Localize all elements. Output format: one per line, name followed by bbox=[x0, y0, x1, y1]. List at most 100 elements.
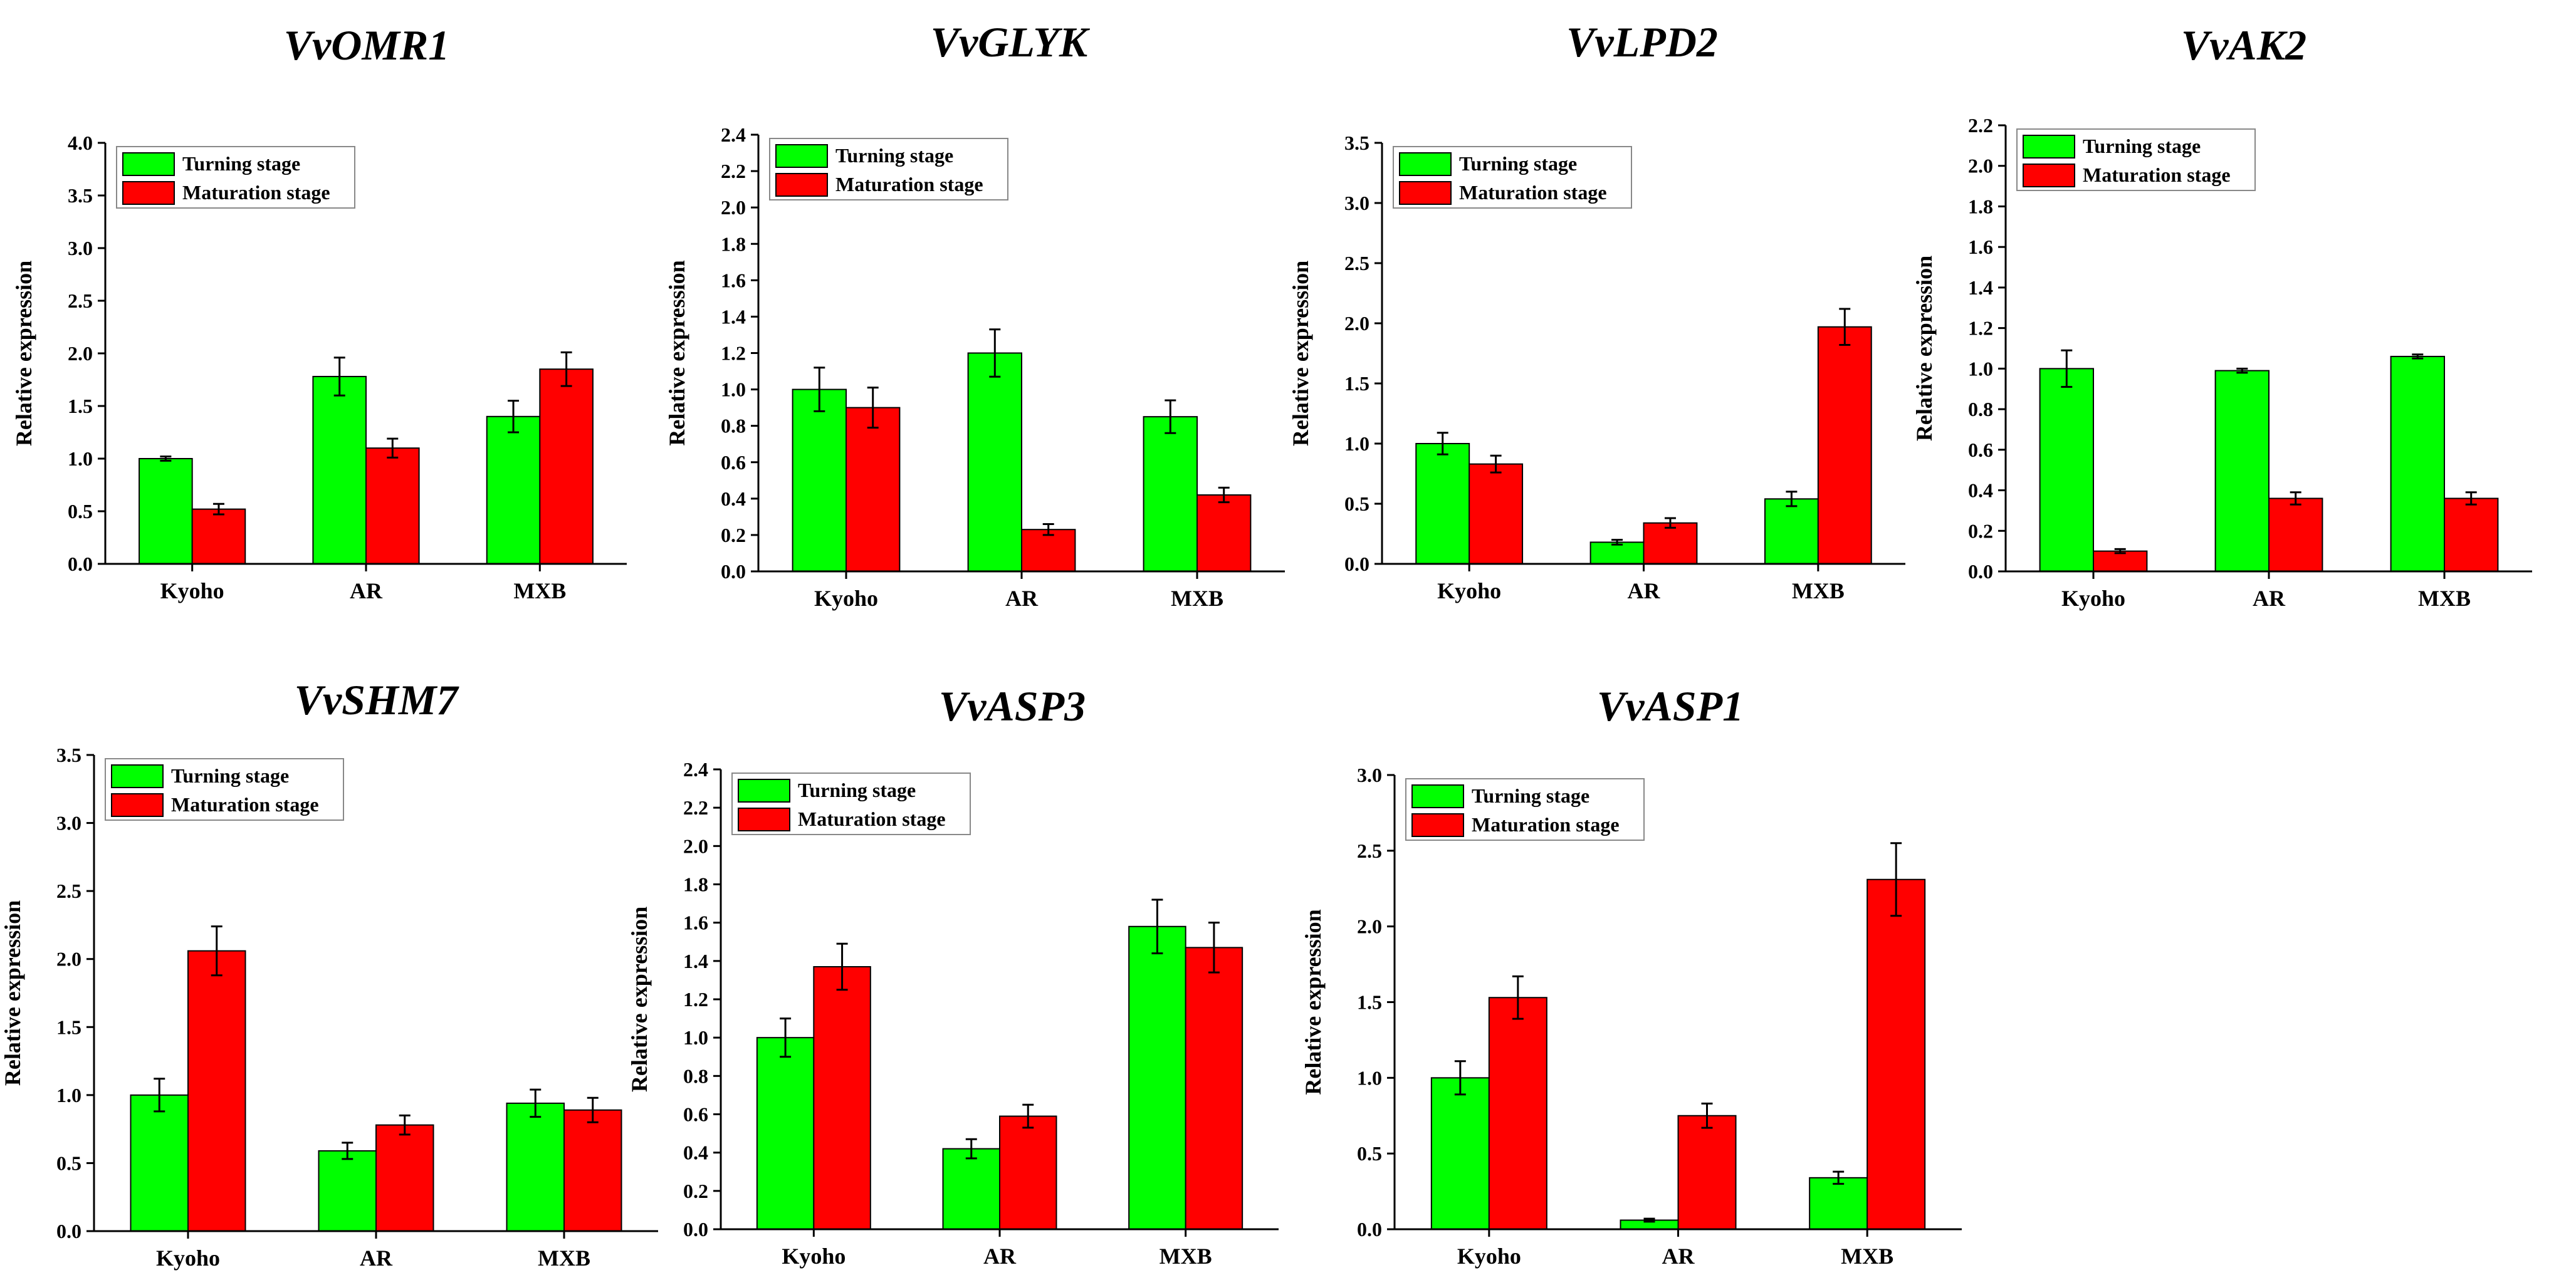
bar-maturation-MXB bbox=[1196, 494, 1252, 573]
y-tick-label: 1.5 bbox=[56, 1016, 81, 1038]
errorbar-maturation-Kyoho bbox=[212, 502, 224, 516]
y-tick-label: 0.0 bbox=[56, 1220, 81, 1242]
x-tick-label-Kyoho: Kyoho bbox=[160, 578, 224, 603]
legend-swatch-maturation bbox=[1411, 813, 1464, 837]
legend-label-turning: Turning stage bbox=[798, 779, 916, 801]
bar-turning-Kyoho bbox=[139, 458, 193, 564]
bar-maturation-Kyoho bbox=[813, 966, 871, 1230]
bar-turning-Kyoho bbox=[130, 1094, 189, 1232]
bar-turning-AR bbox=[2214, 370, 2270, 572]
y-tick-label: 2.5 bbox=[68, 289, 93, 312]
y-tick-label: 0.2 bbox=[1968, 519, 1993, 542]
legend-label-maturation: Maturation stage bbox=[1459, 181, 1607, 204]
y-tick-label: 0.0 bbox=[1344, 553, 1369, 575]
y-tick-label: 1.2 bbox=[1968, 317, 1993, 340]
y-tick-label: 0.4 bbox=[1968, 479, 1993, 502]
x-tick-label-Kyoho: Kyoho bbox=[1457, 1244, 1521, 1269]
y-tick-label: 2.5 bbox=[56, 880, 81, 902]
y-tick-label: 4.0 bbox=[68, 132, 93, 154]
x-tick-label-AR: AR bbox=[983, 1244, 1017, 1269]
errorbar-maturation-AR bbox=[1701, 1102, 1713, 1129]
chart-panel-VvASP3: VvASP3 Kyoho AR MXB 0.0 0.2 0.4 0.6 0.8 1.0 1.2 1.4… bbox=[627, 682, 1279, 1269]
errorbar-maturation-MXB bbox=[1218, 486, 1230, 504]
y-tick-label: 0.5 bbox=[68, 500, 93, 523]
errorbar-turning-MXB bbox=[2412, 353, 2424, 360]
legend-swatch-maturation bbox=[111, 793, 164, 817]
legend-swatch-turning bbox=[2023, 135, 2075, 159]
errorbar-turning-AR bbox=[333, 356, 345, 397]
y-tick-label: 3.5 bbox=[56, 744, 81, 766]
x-tick-label-Kyoho: Kyoho bbox=[1437, 578, 1501, 603]
y-tick-label: 1.6 bbox=[1968, 236, 1993, 258]
bar-maturation-Kyoho bbox=[1488, 997, 1547, 1230]
x-tick-label-MXB: MXB bbox=[538, 1246, 590, 1271]
bar-turning-Kyoho bbox=[1415, 443, 1470, 564]
bar-maturation-MXB bbox=[539, 368, 594, 564]
y-tick-label: 2.5 bbox=[1344, 252, 1369, 274]
y-tick-label: 0.6 bbox=[1968, 439, 1993, 461]
legend-label-turning: Turning stage bbox=[182, 152, 300, 175]
legend-swatch-turning bbox=[775, 144, 828, 168]
chart-title: VvGLYK bbox=[931, 18, 1091, 66]
legend-label-turning: Turning stage bbox=[1459, 152, 1577, 175]
errorbar-turning-AR bbox=[989, 328, 1001, 378]
y-tick-label: 1.0 bbox=[683, 1026, 708, 1049]
chart-panel-VvSHM7: VvSHM7 Kyoho AR MXB 0.0 0.5 1.0 1.5 2.0 2.5 3.0 3.5… bbox=[0, 676, 658, 1271]
bar-maturation-Kyoho bbox=[191, 508, 246, 565]
bar-maturation-Kyoho bbox=[1469, 463, 1524, 565]
x-tick-label-AR: AR bbox=[1662, 1244, 1695, 1269]
chart-title: VvASP3 bbox=[939, 682, 1086, 730]
legend-swatch-maturation bbox=[738, 808, 790, 831]
legend-swatch-turning bbox=[111, 764, 164, 788]
y-tick-label: 0.8 bbox=[683, 1064, 708, 1087]
y-tick-label: 1.5 bbox=[68, 395, 93, 417]
errorbar-turning-MXB bbox=[508, 400, 520, 434]
errorbar-maturation-MXB bbox=[560, 351, 572, 387]
y-tick-label: 0.0 bbox=[721, 560, 746, 583]
x-tick-label-Kyoho: Kyoho bbox=[156, 1246, 220, 1271]
bar-maturation-Kyoho bbox=[2093, 550, 2148, 572]
y-tick-label: 2.2 bbox=[721, 160, 746, 182]
errorbar-turning-Kyoho bbox=[154, 1078, 165, 1113]
x-tick-label-Kyoho: Kyoho bbox=[2061, 586, 2125, 611]
legend-label-turning: Turning stage bbox=[171, 764, 289, 787]
bar-maturation-AR bbox=[999, 1115, 1057, 1230]
bar-maturation-MXB bbox=[1185, 947, 1243, 1230]
errorbar-maturation-AR bbox=[1042, 523, 1054, 536]
bar-maturation-AR bbox=[375, 1124, 434, 1232]
y-tick-label: 2.4 bbox=[721, 123, 746, 146]
legend: Turning stage Maturation stage bbox=[116, 146, 355, 209]
x-tick-label-MXB: MXB bbox=[1841, 1244, 1893, 1269]
y-tick-label: 2.0 bbox=[1357, 915, 1382, 938]
x-tick-label-MXB: MXB bbox=[1171, 586, 1223, 611]
chart-title: VvASP1 bbox=[1597, 682, 1744, 730]
bar-maturation-MXB bbox=[563, 1109, 622, 1232]
y-tick-label: 2.2 bbox=[683, 796, 708, 819]
y-axis-title: Relative expression bbox=[664, 260, 689, 445]
y-axis-title: Relative expression bbox=[1301, 909, 1326, 1095]
chart-panel-VvOMR1: VvOMR1 Kyoho AR MXB 0.0 0.5 1.0 1.5 2.0 2.5 3.0 3.5… bbox=[11, 21, 627, 603]
bar-turning-MXB bbox=[1764, 498, 1819, 565]
bar-turning-AR bbox=[942, 1148, 1001, 1230]
y-tick-label: 2.2 bbox=[1968, 114, 1993, 137]
bar-maturation-MXB bbox=[1867, 878, 1926, 1230]
chart-title: VvOMR1 bbox=[284, 21, 449, 69]
bar-turning-MXB bbox=[2390, 355, 2446, 572]
errorbar-maturation-AR bbox=[1664, 517, 1676, 529]
y-tick-label: 2.0 bbox=[56, 948, 81, 970]
errorbar-turning-MXB bbox=[530, 1088, 542, 1118]
bar-turning-MXB bbox=[1809, 1177, 1868, 1230]
errorbar-maturation-MXB bbox=[587, 1096, 599, 1123]
y-tick-label: 1.8 bbox=[1968, 195, 1993, 217]
y-tick-label: 1.0 bbox=[1968, 357, 1993, 380]
y-tick-label: 2.0 bbox=[1344, 312, 1369, 335]
errorbar-turning-MXB bbox=[1151, 898, 1163, 955]
bar-turning-Kyoho bbox=[756, 1037, 815, 1230]
errorbar-maturation-MXB bbox=[1839, 308, 1851, 346]
errorbar-turning-AR bbox=[342, 1142, 353, 1160]
y-tick-label: 1.4 bbox=[721, 305, 746, 328]
y-tick-label: 1.5 bbox=[1357, 991, 1382, 1014]
legend-swatch-turning bbox=[1399, 152, 1452, 176]
errorbar-maturation-MXB bbox=[1890, 842, 1902, 917]
y-tick-label: 1.6 bbox=[721, 269, 746, 291]
